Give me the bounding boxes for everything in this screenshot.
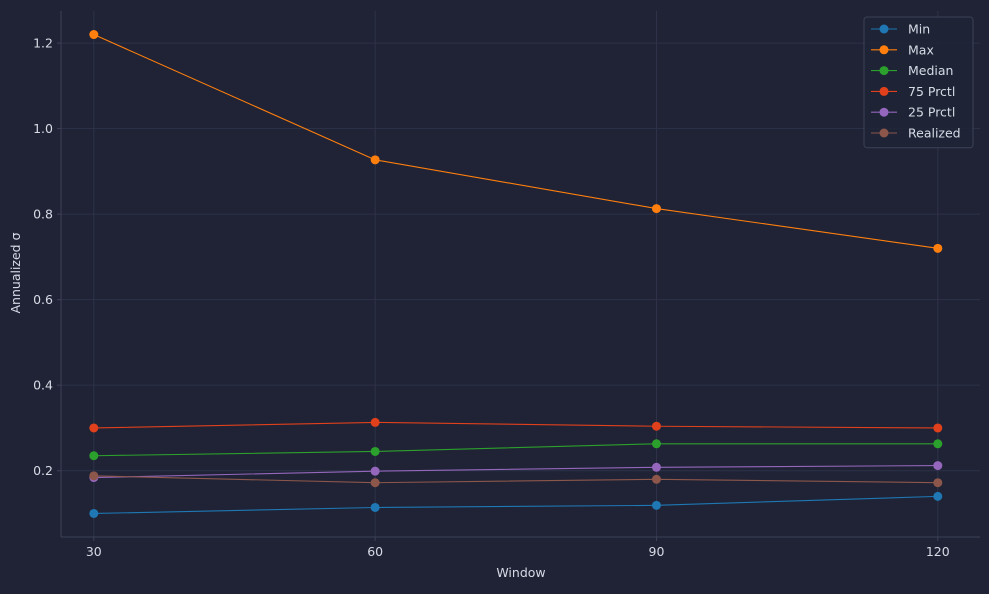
- data-point: [933, 439, 943, 449]
- x-tick-label: 30: [86, 544, 102, 559]
- legend-label: 25 Prctl: [908, 105, 955, 120]
- series-group: [89, 30, 943, 518]
- series-median: [89, 439, 943, 461]
- series-75-prctl: [89, 417, 943, 433]
- series-line: [93, 495, 938, 515]
- legend-item: 75 Prctl: [871, 84, 955, 99]
- x-tick-label: 60: [367, 544, 383, 559]
- y-tick-label: 1.2: [33, 36, 53, 51]
- data-point: [89, 451, 99, 461]
- axes: 30 60 90 120 0.2 0.4 0.6 0.8 1.0 1.2: [33, 11, 980, 559]
- data-point: [370, 417, 380, 427]
- data-point: [370, 466, 380, 476]
- legend-label: Max: [908, 42, 934, 57]
- data-point: [651, 462, 661, 472]
- grid: [61, 11, 980, 537]
- data-point: [933, 461, 943, 471]
- data-point: [651, 204, 661, 214]
- data-point: [370, 446, 380, 456]
- data-point: [651, 500, 661, 510]
- data-point: [651, 421, 661, 431]
- legend-item: Max: [871, 42, 934, 57]
- y-axis-label: Annualized σ: [8, 232, 23, 313]
- series-line: [93, 34, 938, 249]
- data-point: [933, 243, 943, 253]
- y-tick-label: 1.0: [33, 121, 53, 136]
- series-max: [89, 30, 943, 253]
- y-tick-label: 0.6: [33, 292, 53, 307]
- data-point: [651, 474, 661, 484]
- series-line: [93, 443, 938, 457]
- data-point: [370, 502, 380, 512]
- legend-marker: [879, 107, 889, 117]
- legend-label: Median: [908, 63, 953, 78]
- series-line: [93, 475, 938, 484]
- x-tick-label: 120: [926, 544, 950, 559]
- x-tick-label: 90: [649, 544, 665, 559]
- legend-item: Realized: [871, 126, 961, 141]
- data-point: [933, 491, 943, 501]
- legend-item: Min: [871, 22, 930, 37]
- legend: Min Max Median 75 Prctl 25 Prctl Realized: [863, 16, 974, 149]
- data-point: [370, 155, 380, 165]
- series-min: [89, 491, 943, 518]
- legend-item: 25 Prctl: [871, 105, 955, 120]
- y-tick-label: 0.4: [33, 378, 53, 393]
- legend-item: Median: [871, 63, 953, 78]
- series-line: [93, 465, 938, 479]
- series-realized: [89, 471, 943, 488]
- data-point: [933, 423, 943, 433]
- x-axis-label: Window: [496, 565, 545, 580]
- data-point: [89, 508, 99, 518]
- data-point: [89, 471, 99, 481]
- data-point: [370, 478, 380, 488]
- y-tick-label: 0.2: [33, 463, 53, 478]
- y-tick-label: 0.8: [33, 207, 53, 222]
- legend-label: 75 Prctl: [908, 84, 955, 99]
- data-point: [651, 439, 661, 449]
- legend-marker: [879, 128, 889, 138]
- data-point: [933, 478, 943, 488]
- legend-label: Min: [908, 22, 930, 37]
- legend-marker: [879, 24, 889, 34]
- data-point: [89, 423, 99, 433]
- legend-marker: [879, 86, 889, 96]
- legend-marker: [879, 45, 889, 55]
- legend-label: Realized: [908, 126, 961, 141]
- data-point: [89, 30, 99, 40]
- series-line: [93, 421, 938, 429]
- legend-marker: [879, 66, 889, 76]
